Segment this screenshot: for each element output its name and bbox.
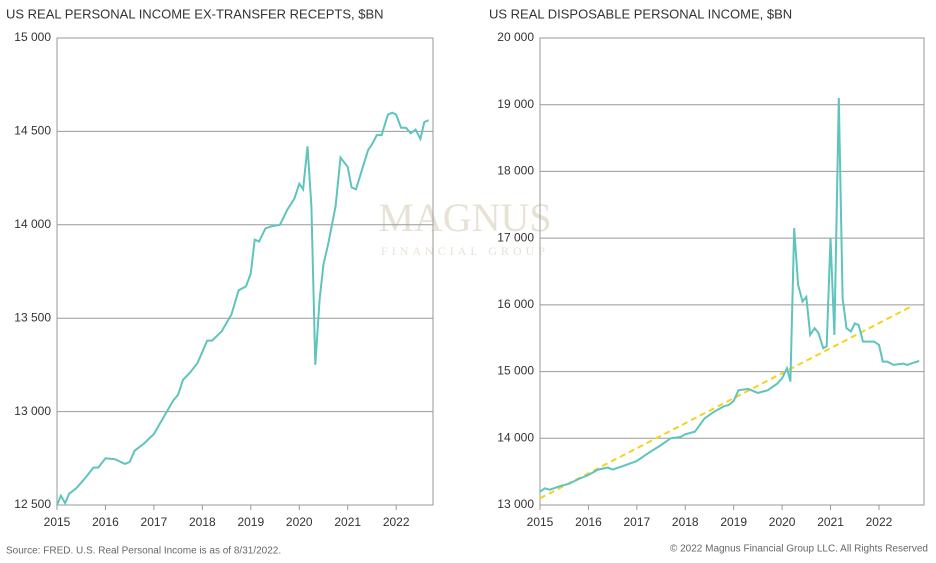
x-tick-label: 2017 xyxy=(623,515,650,529)
x-tick-label: 2021 xyxy=(817,515,844,529)
x-tick-label: 2016 xyxy=(575,515,602,529)
x-tick-label: 2020 xyxy=(769,515,796,529)
y-tick-label: 15 000 xyxy=(497,364,534,378)
x-tick-label: 2015 xyxy=(527,515,554,529)
y-tick-label: 18 000 xyxy=(497,164,534,178)
y-tick-label: 13 000 xyxy=(14,404,51,418)
x-tick-label: 2015 xyxy=(44,515,71,529)
y-tick-label: 13 000 xyxy=(497,497,534,511)
x-tick-label: 2017 xyxy=(141,515,168,529)
y-tick-label: 14 000 xyxy=(14,217,51,231)
x-tick-label: 2022 xyxy=(383,515,410,529)
y-tick-label: 16 000 xyxy=(497,297,534,311)
y-tick-label: 19 000 xyxy=(497,97,534,111)
y-tick-label: 20 000 xyxy=(497,30,534,44)
x-tick-label: 2019 xyxy=(720,515,747,529)
trend-line xyxy=(539,306,911,500)
line xyxy=(56,111,430,506)
watermark: MAGNUS xyxy=(378,195,551,240)
source: Source: FRED. U.S. Real Personal Income … xyxy=(6,546,281,557)
y-tick-label: 17 000 xyxy=(497,230,534,244)
x-tick-label: 2022 xyxy=(866,515,893,529)
y-tick-label: 12 500 xyxy=(14,497,51,511)
line xyxy=(539,97,920,493)
x-tick-label: 2019 xyxy=(237,515,264,529)
chart-title: US REAL PERSONAL INCOME EX-TRANSFER RECE… xyxy=(6,6,384,21)
y-tick-label: 14 000 xyxy=(497,430,534,444)
plot-frame xyxy=(56,37,434,506)
x-tick-label: 2021 xyxy=(334,515,361,529)
y-tick-label: 13 500 xyxy=(14,310,51,324)
x-tick-label: 2020 xyxy=(286,515,313,529)
y-tick-label: 14 500 xyxy=(14,124,51,138)
x-tick-label: 2016 xyxy=(92,515,119,529)
copyright: © 2022 Magnus Financial Group LLC. All R… xyxy=(670,544,928,555)
x-tick-label: 2018 xyxy=(189,515,216,529)
plot-frame xyxy=(539,37,925,506)
y-tick-label: 15 000 xyxy=(14,30,51,44)
x-tick-label: 2018 xyxy=(672,515,699,529)
watermark-sub: FINANCIAL GROUP xyxy=(381,244,549,258)
chart-title: US REAL DISPOSABLE PERSONAL INCOME, $BN xyxy=(489,6,792,21)
